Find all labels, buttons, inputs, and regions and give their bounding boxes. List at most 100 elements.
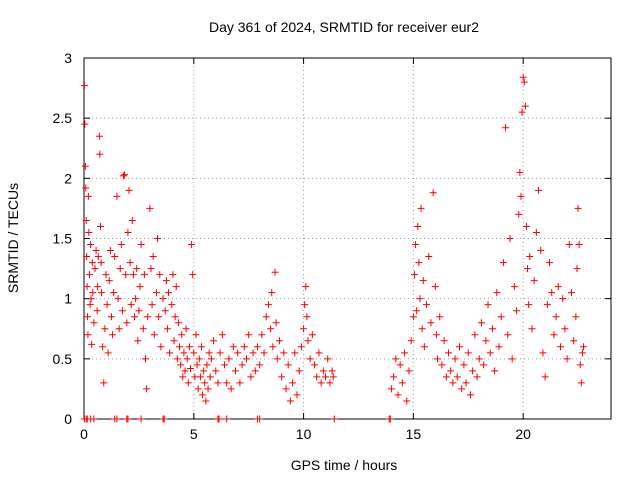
- data-point: [477, 319, 485, 327]
- y-tick-label: 0: [64, 411, 72, 427]
- data-point: [212, 367, 220, 375]
- data-point: [148, 301, 156, 309]
- data-point: [242, 355, 250, 363]
- data-point: [520, 78, 528, 86]
- y-tick-label: 1.5: [53, 231, 73, 247]
- data-point: [186, 364, 194, 372]
- data-point: [499, 259, 507, 267]
- data-point: [120, 172, 128, 180]
- data-point: [445, 349, 453, 357]
- data-point: [407, 337, 415, 345]
- data-point: [124, 415, 132, 423]
- data-point: [434, 355, 442, 363]
- data-point: [319, 367, 327, 375]
- data-point: [493, 289, 501, 297]
- data-point: [273, 355, 281, 363]
- data-point: [419, 277, 427, 285]
- data-point: [282, 385, 290, 393]
- data-point: [491, 367, 499, 375]
- data-point: [546, 259, 554, 267]
- data-point: [322, 373, 330, 381]
- data-point: [173, 355, 181, 363]
- data-point: [115, 325, 123, 333]
- x-axis-label: GPS time / hours: [291, 457, 398, 473]
- data-point: [506, 235, 514, 242]
- y-tick-label: 2.5: [53, 110, 73, 126]
- data-point: [329, 373, 337, 381]
- data-point: [577, 379, 585, 387]
- data-point: [264, 301, 272, 309]
- data-point: [278, 373, 286, 381]
- data-point: [162, 277, 170, 285]
- data-point: [256, 415, 264, 423]
- data-point: [83, 253, 91, 261]
- chart-title: Day 361 of 2024, SRMTID for receiver eur…: [209, 19, 479, 35]
- data-point: [96, 222, 104, 230]
- data-point: [236, 379, 244, 387]
- data-point: [518, 108, 526, 116]
- data-point: [185, 343, 193, 351]
- data-point: [84, 313, 92, 321]
- data-point: [196, 373, 204, 381]
- data-point: [223, 379, 231, 387]
- data-point: [100, 379, 108, 387]
- data-point: [223, 415, 231, 423]
- data-point: [150, 331, 158, 339]
- data-point: [513, 307, 521, 315]
- data-point: [103, 301, 111, 309]
- data-points: [80, 73, 588, 423]
- data-point: [144, 313, 152, 321]
- data-point: [458, 385, 466, 393]
- y-tick-label: 2: [64, 170, 72, 186]
- data-point: [89, 289, 97, 297]
- data-point: [201, 379, 209, 387]
- data-point: [135, 307, 143, 315]
- data-point: [269, 343, 277, 351]
- data-point: [517, 192, 525, 200]
- data-point: [578, 349, 586, 357]
- data-point: [133, 265, 141, 273]
- data-point: [157, 343, 165, 351]
- data-point: [227, 385, 235, 393]
- data-point: [502, 124, 510, 132]
- data-point: [176, 343, 184, 351]
- data-point: [95, 132, 103, 140]
- data-point: [539, 349, 547, 357]
- data-point: [387, 385, 395, 393]
- x-tick-labels: 0 5 10 15 20: [80, 426, 531, 442]
- data-point: [102, 271, 110, 279]
- data-point: [126, 259, 134, 267]
- data-point: [504, 331, 512, 339]
- data-point: [137, 241, 145, 249]
- data-point: [210, 337, 218, 345]
- data-point: [415, 259, 423, 267]
- data-point: [429, 189, 437, 197]
- data-point: [147, 265, 155, 273]
- data-point: [123, 319, 131, 327]
- data-point: [575, 241, 583, 249]
- data-point: [286, 397, 294, 405]
- data-point: [190, 349, 198, 357]
- data-point: [161, 307, 169, 315]
- data-point: [484, 301, 492, 309]
- data-point: [260, 349, 268, 357]
- data-point: [526, 253, 534, 261]
- data-point: [431, 283, 439, 291]
- data-point: [541, 373, 549, 381]
- data-point: [94, 253, 102, 261]
- data-point: [304, 337, 312, 345]
- data-point: [392, 355, 400, 363]
- data-point: [81, 162, 89, 170]
- data-point: [427, 319, 435, 327]
- data-point: [163, 325, 171, 333]
- data-point: [238, 361, 246, 369]
- data-point: [398, 379, 406, 387]
- data-point: [111, 253, 119, 261]
- axis-ticks: [83, 57, 611, 420]
- y-tick-labels: 0 0.5 1 1.5 2 2.5 3: [53, 50, 73, 427]
- plot-frame: [83, 57, 612, 420]
- data-point: [317, 379, 325, 387]
- data-point: [301, 301, 309, 309]
- data-point: [84, 331, 92, 339]
- data-point: [524, 265, 532, 273]
